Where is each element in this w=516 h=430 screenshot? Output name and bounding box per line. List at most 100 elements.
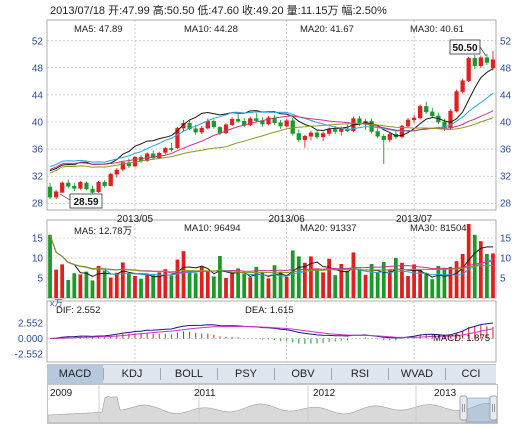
volume-bar <box>145 273 149 298</box>
volume-bar <box>84 271 89 298</box>
candle-body <box>430 111 435 117</box>
volume-bar <box>127 274 131 298</box>
candle-body <box>120 162 125 170</box>
candle-body <box>102 181 107 186</box>
navigator-canvas: 2009 2011 2012 2013 <box>48 385 497 423</box>
candle-body <box>175 127 180 148</box>
price-ma20-line <box>49 110 494 170</box>
volume-bar <box>442 268 447 298</box>
navigator-year-2009: 2009 <box>50 388 73 399</box>
high-callout: 50.50 <box>452 43 477 54</box>
volume-tick-right: 5 <box>500 274 506 285</box>
tab-kdj[interactable]: KDJ <box>121 368 143 380</box>
volume-bar <box>406 276 410 298</box>
tab-divider <box>217 368 218 380</box>
volume-bar <box>224 278 228 298</box>
volume-bar <box>436 266 441 298</box>
candle-body <box>126 162 132 167</box>
navigator-right-handle[interactable] <box>489 395 497 421</box>
volume-ma20-label: MA20: 91337 <box>300 223 357 234</box>
volume-ma30-label: MA30: 81504 <box>410 223 467 234</box>
price-tick-right: 32 <box>500 172 512 183</box>
price-ma20-label: MA20: 41.67 <box>300 24 354 35</box>
candle-body <box>254 118 259 121</box>
price-axis: 28 28 32 32 36 36 40 40 44 44 48 48 52 52 <box>32 36 512 209</box>
candle-body <box>466 58 471 81</box>
price-tick-right: 44 <box>500 90 512 101</box>
candle-body <box>314 132 320 138</box>
volume-bar <box>120 262 125 298</box>
tab-wvad[interactable]: WVAD <box>400 368 434 380</box>
volume-bar <box>296 256 301 298</box>
volume-bar <box>242 274 247 298</box>
volume-bar <box>363 274 368 298</box>
volume-tick-right: 15 <box>500 234 512 245</box>
macd-dea-label: DEA: 1.615 <box>245 305 294 316</box>
price-ma30-label: MA30: 40.61 <box>410 24 464 35</box>
price-ma30-line <box>49 117 494 174</box>
price-tick-left: 36 <box>32 145 44 156</box>
volume-bar <box>302 262 307 298</box>
macd-tick-label: -2.552 <box>15 350 44 361</box>
candle-body <box>53 191 59 198</box>
candle-body <box>235 119 241 122</box>
volume-ma30-line <box>49 234 494 274</box>
candle-body <box>339 128 344 132</box>
tab-boll[interactable]: BOLL <box>174 368 204 380</box>
candle-body <box>375 131 380 137</box>
tab-rsi[interactable]: RSI <box>350 368 370 380</box>
volume-bar <box>454 261 459 298</box>
price-tick-left: 32 <box>32 172 44 183</box>
volume-bar <box>321 272 325 298</box>
volume-ma5-label: MA5: 12.78万 <box>74 226 133 237</box>
candle-body <box>199 127 204 133</box>
volume-bar <box>369 264 374 298</box>
candle-body <box>84 182 89 190</box>
candle-body <box>290 120 295 134</box>
range-navigator[interactable]: 2009 2011 2012 2013 <box>47 384 498 424</box>
volume-bar <box>169 275 174 298</box>
volume-bar <box>466 224 471 298</box>
price-tick-right: 48 <box>500 63 512 74</box>
candle-body <box>424 106 429 113</box>
price-ma-lines <box>49 68 494 174</box>
navigator-left-handle[interactable] <box>459 395 468 421</box>
volume-bar <box>230 272 234 298</box>
volume-ma10-line <box>49 234 494 277</box>
tab-obv[interactable]: OBV <box>291 368 315 380</box>
volume-bar <box>139 278 143 298</box>
candle-body <box>302 135 308 140</box>
volume-bar <box>272 265 277 298</box>
volume-bar <box>448 266 453 298</box>
tab-cci[interactable]: CCI <box>461 368 481 380</box>
navigator-year-2012: 2012 <box>313 388 336 399</box>
low-callout-pointer <box>59 193 71 201</box>
candle-body <box>248 118 253 125</box>
candle-body <box>96 181 101 192</box>
volume-bar <box>381 262 386 298</box>
volume-tick-right: 10 <box>500 254 512 265</box>
price-ma5-line <box>49 68 494 172</box>
candle-body <box>478 57 483 67</box>
candle-body <box>454 91 459 112</box>
macd-dif-label: DIF: 2.552 <box>56 305 100 316</box>
candle-body <box>108 173 113 186</box>
candle-body <box>47 186 53 198</box>
candle-body <box>66 182 71 187</box>
volume-bar <box>430 279 435 298</box>
tab-psy[interactable]: PSY <box>234 368 257 380</box>
volume-bar <box>260 272 265 298</box>
tab-macd[interactable]: MACD <box>47 365 103 383</box>
macd-dif-line <box>49 322 494 339</box>
volume-bar <box>478 241 483 298</box>
candle-body <box>223 124 229 134</box>
candle-body <box>266 117 271 125</box>
price-tick-right: 28 <box>500 199 512 210</box>
volume-bar <box>114 272 119 298</box>
tab-divider <box>331 368 332 380</box>
volume-panel-frame <box>46 219 497 299</box>
candle-body <box>217 127 223 134</box>
candle-body <box>90 188 95 193</box>
candle-body <box>381 135 386 140</box>
